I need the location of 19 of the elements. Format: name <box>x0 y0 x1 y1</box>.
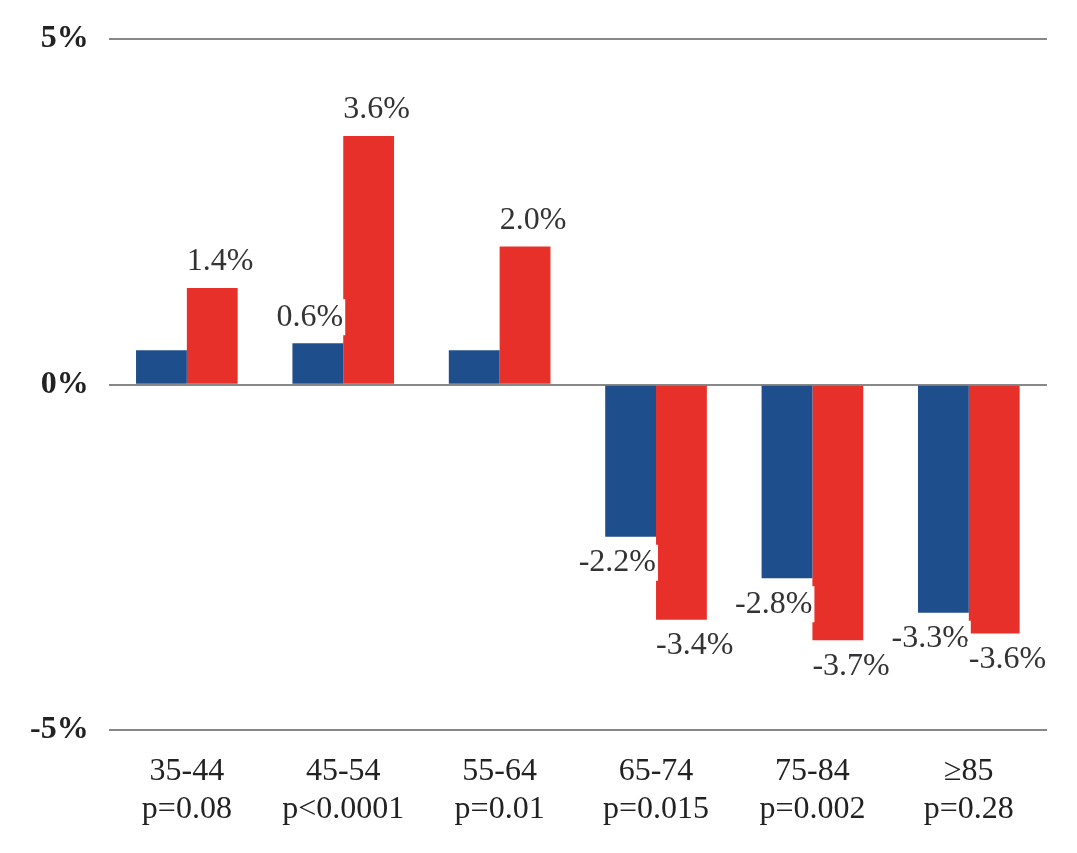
x-tick-label: ≥85 p=0.28 <box>923 750 1014 826</box>
data-label: 2.0% <box>499 199 567 236</box>
data-label: -3.3% <box>891 618 969 655</box>
x-tick-label: 45-54 p<0.0001 <box>282 750 405 826</box>
y-tick-label: -5% <box>30 709 89 746</box>
data-label: 3.6% <box>343 89 410 126</box>
data-label: -2.2% <box>578 542 657 579</box>
data-label: -3.6% <box>968 638 1047 675</box>
x-tick-label: 55-64 p=0.01 <box>454 750 545 826</box>
data-label: 1.4% <box>186 241 254 278</box>
data-label: -3.7% <box>812 645 890 682</box>
x-tick-label: 35-44 p=0.08 <box>141 750 232 826</box>
x-tick-label: 65-74 p=0.015 <box>603 750 710 826</box>
y-tick-label: 0% <box>40 363 89 400</box>
y-tick-label: 5% <box>40 18 89 55</box>
data-label: -3.4% <box>656 625 734 662</box>
x-tick-label: 75-84 p=0.002 <box>759 750 866 826</box>
data-label: 0.6% <box>276 296 344 333</box>
data-label: -2.8% <box>735 583 813 620</box>
